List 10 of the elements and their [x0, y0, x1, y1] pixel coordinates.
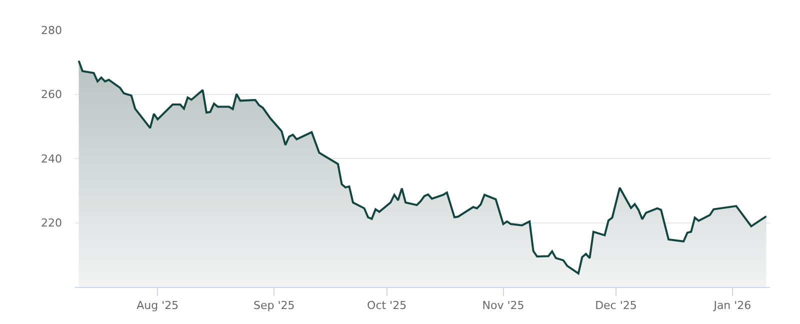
y-tick-label: 260: [41, 88, 62, 102]
x-tick-label: Nov '25: [482, 299, 524, 312]
x-tick-label: Aug '25: [136, 299, 179, 312]
x-tick-label: Oct '25: [367, 299, 407, 312]
y-tick-label: 220: [41, 216, 62, 230]
x-tick-label: Sep '25: [253, 299, 295, 312]
x-tick-label: Dec '25: [595, 299, 637, 312]
y-tick-label: 280: [41, 24, 62, 37]
x-tick-label: Jan '26: [712, 299, 752, 312]
y-tick-label: 240: [41, 152, 62, 166]
